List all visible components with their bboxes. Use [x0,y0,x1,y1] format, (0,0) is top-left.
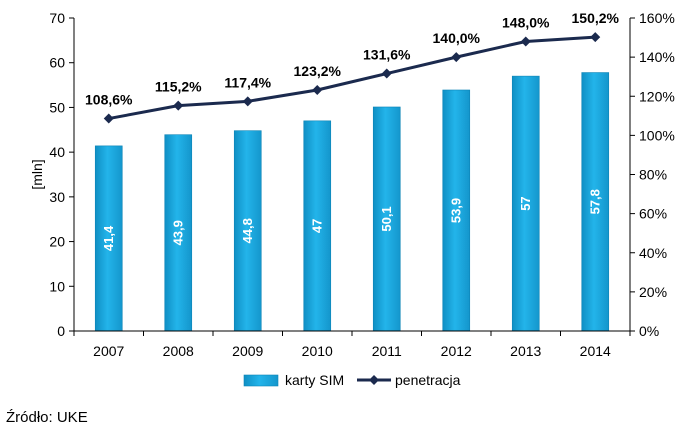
x-tick-label: 2007 [93,343,124,359]
bar-2010 [303,120,332,332]
bar-2014 [581,72,610,332]
y-tick-label: 30 [49,189,65,205]
y2-tick-label: 120% [639,88,675,104]
penetration-line [108,35,596,121]
bar-2008 [164,134,193,332]
bar-value-label: 43,9 [171,220,186,245]
bar-value-label: 57,8 [588,189,603,214]
y-tick-label: 60 [49,55,65,71]
bar-2009 [233,130,262,332]
bar-2007 [94,145,123,332]
bar-value-label: 57 [518,196,533,210]
penetration-marker [451,52,462,63]
y2-tick-label: 160% [639,10,675,26]
x-tick-label: 2010 [302,343,333,359]
bar-value-label: 50,1 [379,206,394,231]
penetration-value-label: 150,2% [572,10,620,26]
penetration-marker [103,113,114,124]
penetration-marker [312,84,323,95]
y2-tick-label: 20% [639,284,667,300]
x-tick-label: 2009 [232,343,263,359]
source-note: Źródło: UKE [6,409,88,426]
y2-tick-label: 60% [639,206,667,222]
x-tick-label: 2014 [580,343,611,359]
bar-value-label: 53,9 [449,198,464,223]
bar-2012 [442,89,471,332]
legend-marker-penetracja [369,375,379,385]
bar-value-label: 44,8 [240,218,255,243]
legend-label-karty-sim: karty SIM [285,372,344,388]
y2-tick-label: 100% [639,127,675,143]
bar-value-label: 41,4 [101,225,116,251]
y2-tick-label: 80% [639,167,667,183]
penetration-marker [242,96,253,107]
penetration-value-label: 117,4% [224,74,271,90]
y-tick-label: 10 [49,278,65,294]
legend-swatch-karty-sim [243,374,279,387]
y-tick-label: 50 [49,99,65,115]
x-tick-label: 2008 [163,343,194,359]
y2-tick-label: 40% [639,245,667,261]
chart: 0 10 20 30 40 50 60 70 0% 20% 40% 60% 80% 100% 120% 140… [29,10,675,388]
y-tick-label: 40 [49,144,65,160]
penetration-marker [590,32,601,43]
x-tick-label: 2012 [441,343,472,359]
penetration-value-label: 148,0% [502,14,550,30]
penetration-marker [520,36,531,47]
y-tick-label: 20 [49,234,65,250]
y-tick-label: 0 [57,323,65,339]
penetration-value-label: 108,6% [85,92,133,108]
bar-value-label: 47 [310,219,325,233]
y2-tick-label: 140% [639,49,675,65]
y2-tick-label: 0% [639,323,659,339]
penetration-marker [173,100,184,111]
penetration-value-label: 131,6% [363,47,411,63]
x-tick-label: 2013 [510,343,541,359]
legend-label-penetracja: penetracja [395,372,461,388]
x-tick-label: 2011 [372,343,402,359]
y-tick-label: 70 [49,10,65,26]
bar-2011 [372,106,401,332]
penetration-value-label: 123,2% [294,63,342,79]
penetration-value-label: 140,0% [433,30,481,46]
penetration-value-label: 115,2% [155,79,202,95]
y-axis-title: [mln] [29,159,45,189]
penetration-marker [381,68,392,79]
